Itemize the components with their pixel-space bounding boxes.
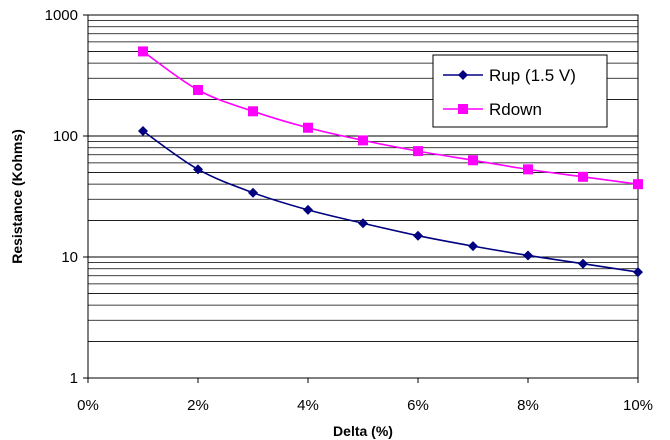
data-point (633, 267, 643, 278)
data-point (468, 241, 478, 252)
data-point (468, 155, 478, 166)
data-point (633, 179, 643, 190)
data-point (248, 187, 258, 198)
series-2 (138, 46, 643, 190)
data-point (303, 122, 313, 133)
legend-box (432, 54, 608, 128)
series-line (142, 50, 639, 185)
x-tick-label: 4% (297, 397, 319, 414)
data-point (523, 250, 533, 261)
data-point (138, 125, 148, 136)
data-point (458, 104, 468, 114)
x-axis-title: Delta (%) (333, 423, 393, 439)
y-tick-label: 1000 (45, 7, 78, 24)
x-tick-label: 6% (407, 397, 429, 414)
data-point (248, 106, 258, 117)
legend-label: Rup (1.5 V) (489, 66, 576, 85)
y-tick-label: 10 (61, 249, 78, 266)
y-tick-label: 1 (70, 370, 78, 387)
y-tick-label: 100 (53, 128, 78, 145)
series-line (142, 130, 639, 273)
legend-item: Rdown (443, 100, 542, 119)
y-axis-title: Resistance (Kohms) (9, 129, 25, 264)
x-tick-label: 8% (517, 397, 539, 414)
legend: Rup (1.5 V) Rdown (432, 54, 608, 128)
data-point (358, 135, 368, 146)
legend-item: Rup (1.5 V) (443, 66, 576, 85)
x-tick-label: 2% (187, 397, 209, 414)
data-point (138, 46, 148, 57)
data-point (523, 164, 533, 175)
data-point (193, 164, 203, 175)
data-point (193, 84, 203, 95)
data-point (303, 204, 313, 215)
series-1 (138, 125, 643, 278)
data-point (358, 218, 368, 229)
plot-area (87, 14, 639, 379)
axes: 0% 2% 4% 6% 8% 10% 1 10 100 1000 (45, 7, 653, 414)
data-point (578, 258, 588, 269)
x-tick-label: 0% (77, 397, 99, 414)
legend-label: Rdown (489, 100, 542, 119)
series-layer (138, 46, 643, 278)
x-tick-label: 10% (623, 397, 653, 414)
data-point (413, 230, 423, 241)
data-point (413, 146, 423, 157)
data-point (578, 171, 588, 182)
data-point (458, 70, 468, 80)
